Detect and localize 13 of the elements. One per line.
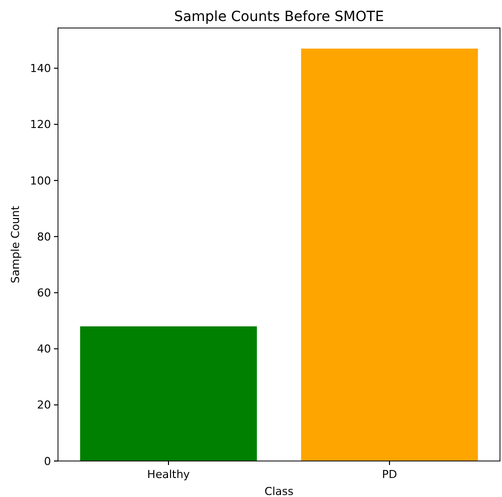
chart-title: Sample Counts Before SMOTE (174, 9, 384, 25)
x-axis-title: Class (264, 485, 294, 497)
y-axis-title: Sample Count (9, 205, 22, 284)
y-tick-label: 140 (30, 62, 51, 76)
y-tick-label: 40 (37, 342, 51, 356)
y-tick-label: 20 (37, 398, 51, 412)
x-tick-label: PD (382, 468, 398, 481)
y-tick-label: 120 (30, 118, 51, 132)
x-tick-label: Healthy (147, 468, 190, 481)
y-tick-label: 80 (37, 230, 51, 244)
y-tick-label: 60 (37, 286, 51, 300)
y-tick-label: 100 (30, 174, 51, 188)
y-tick-label: 0 (44, 454, 51, 468)
